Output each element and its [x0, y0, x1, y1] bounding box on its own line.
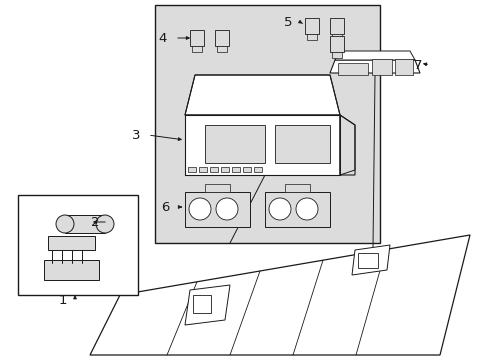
Bar — [193, 295, 210, 313]
Polygon shape — [339, 115, 354, 175]
Bar — [337, 63, 367, 75]
Polygon shape — [184, 75, 339, 115]
Bar — [192, 46, 202, 52]
Bar — [243, 167, 250, 172]
Circle shape — [295, 198, 317, 220]
Polygon shape — [329, 60, 419, 73]
Text: 4: 4 — [158, 32, 167, 45]
Polygon shape — [351, 245, 389, 275]
Polygon shape — [48, 236, 95, 250]
Text: 1: 1 — [59, 293, 67, 306]
Polygon shape — [184, 285, 229, 325]
Circle shape — [268, 198, 290, 220]
Bar — [199, 167, 206, 172]
Bar — [274, 125, 329, 163]
Bar — [217, 46, 226, 52]
Text: 7: 7 — [413, 59, 421, 72]
Bar — [371, 59, 391, 75]
Text: 5: 5 — [283, 15, 291, 28]
Bar — [285, 184, 309, 192]
Bar — [187, 167, 196, 172]
Text: 2: 2 — [91, 216, 100, 229]
Bar — [306, 34, 316, 40]
Bar — [155, 5, 379, 243]
Bar — [329, 36, 343, 52]
Bar — [204, 184, 229, 192]
Bar — [331, 52, 341, 58]
Circle shape — [56, 215, 74, 233]
Bar — [184, 192, 249, 227]
Bar — [231, 167, 240, 172]
Bar — [209, 167, 218, 172]
Bar — [331, 34, 341, 40]
Bar — [190, 30, 203, 46]
Bar — [221, 167, 228, 172]
Bar — [394, 59, 412, 75]
Bar — [357, 253, 377, 268]
Bar — [18, 195, 138, 295]
Circle shape — [189, 198, 210, 220]
Bar — [253, 167, 262, 172]
Bar — [264, 192, 329, 227]
Bar — [215, 30, 228, 46]
Bar — [305, 18, 318, 34]
Polygon shape — [90, 235, 469, 355]
Polygon shape — [334, 51, 414, 60]
Bar — [44, 260, 99, 280]
Bar — [329, 18, 343, 34]
Polygon shape — [184, 115, 339, 175]
Text: 6: 6 — [162, 201, 170, 213]
Circle shape — [96, 215, 114, 233]
Bar — [204, 125, 264, 163]
Text: 3: 3 — [131, 129, 140, 141]
Bar — [65, 215, 105, 233]
Circle shape — [216, 198, 238, 220]
